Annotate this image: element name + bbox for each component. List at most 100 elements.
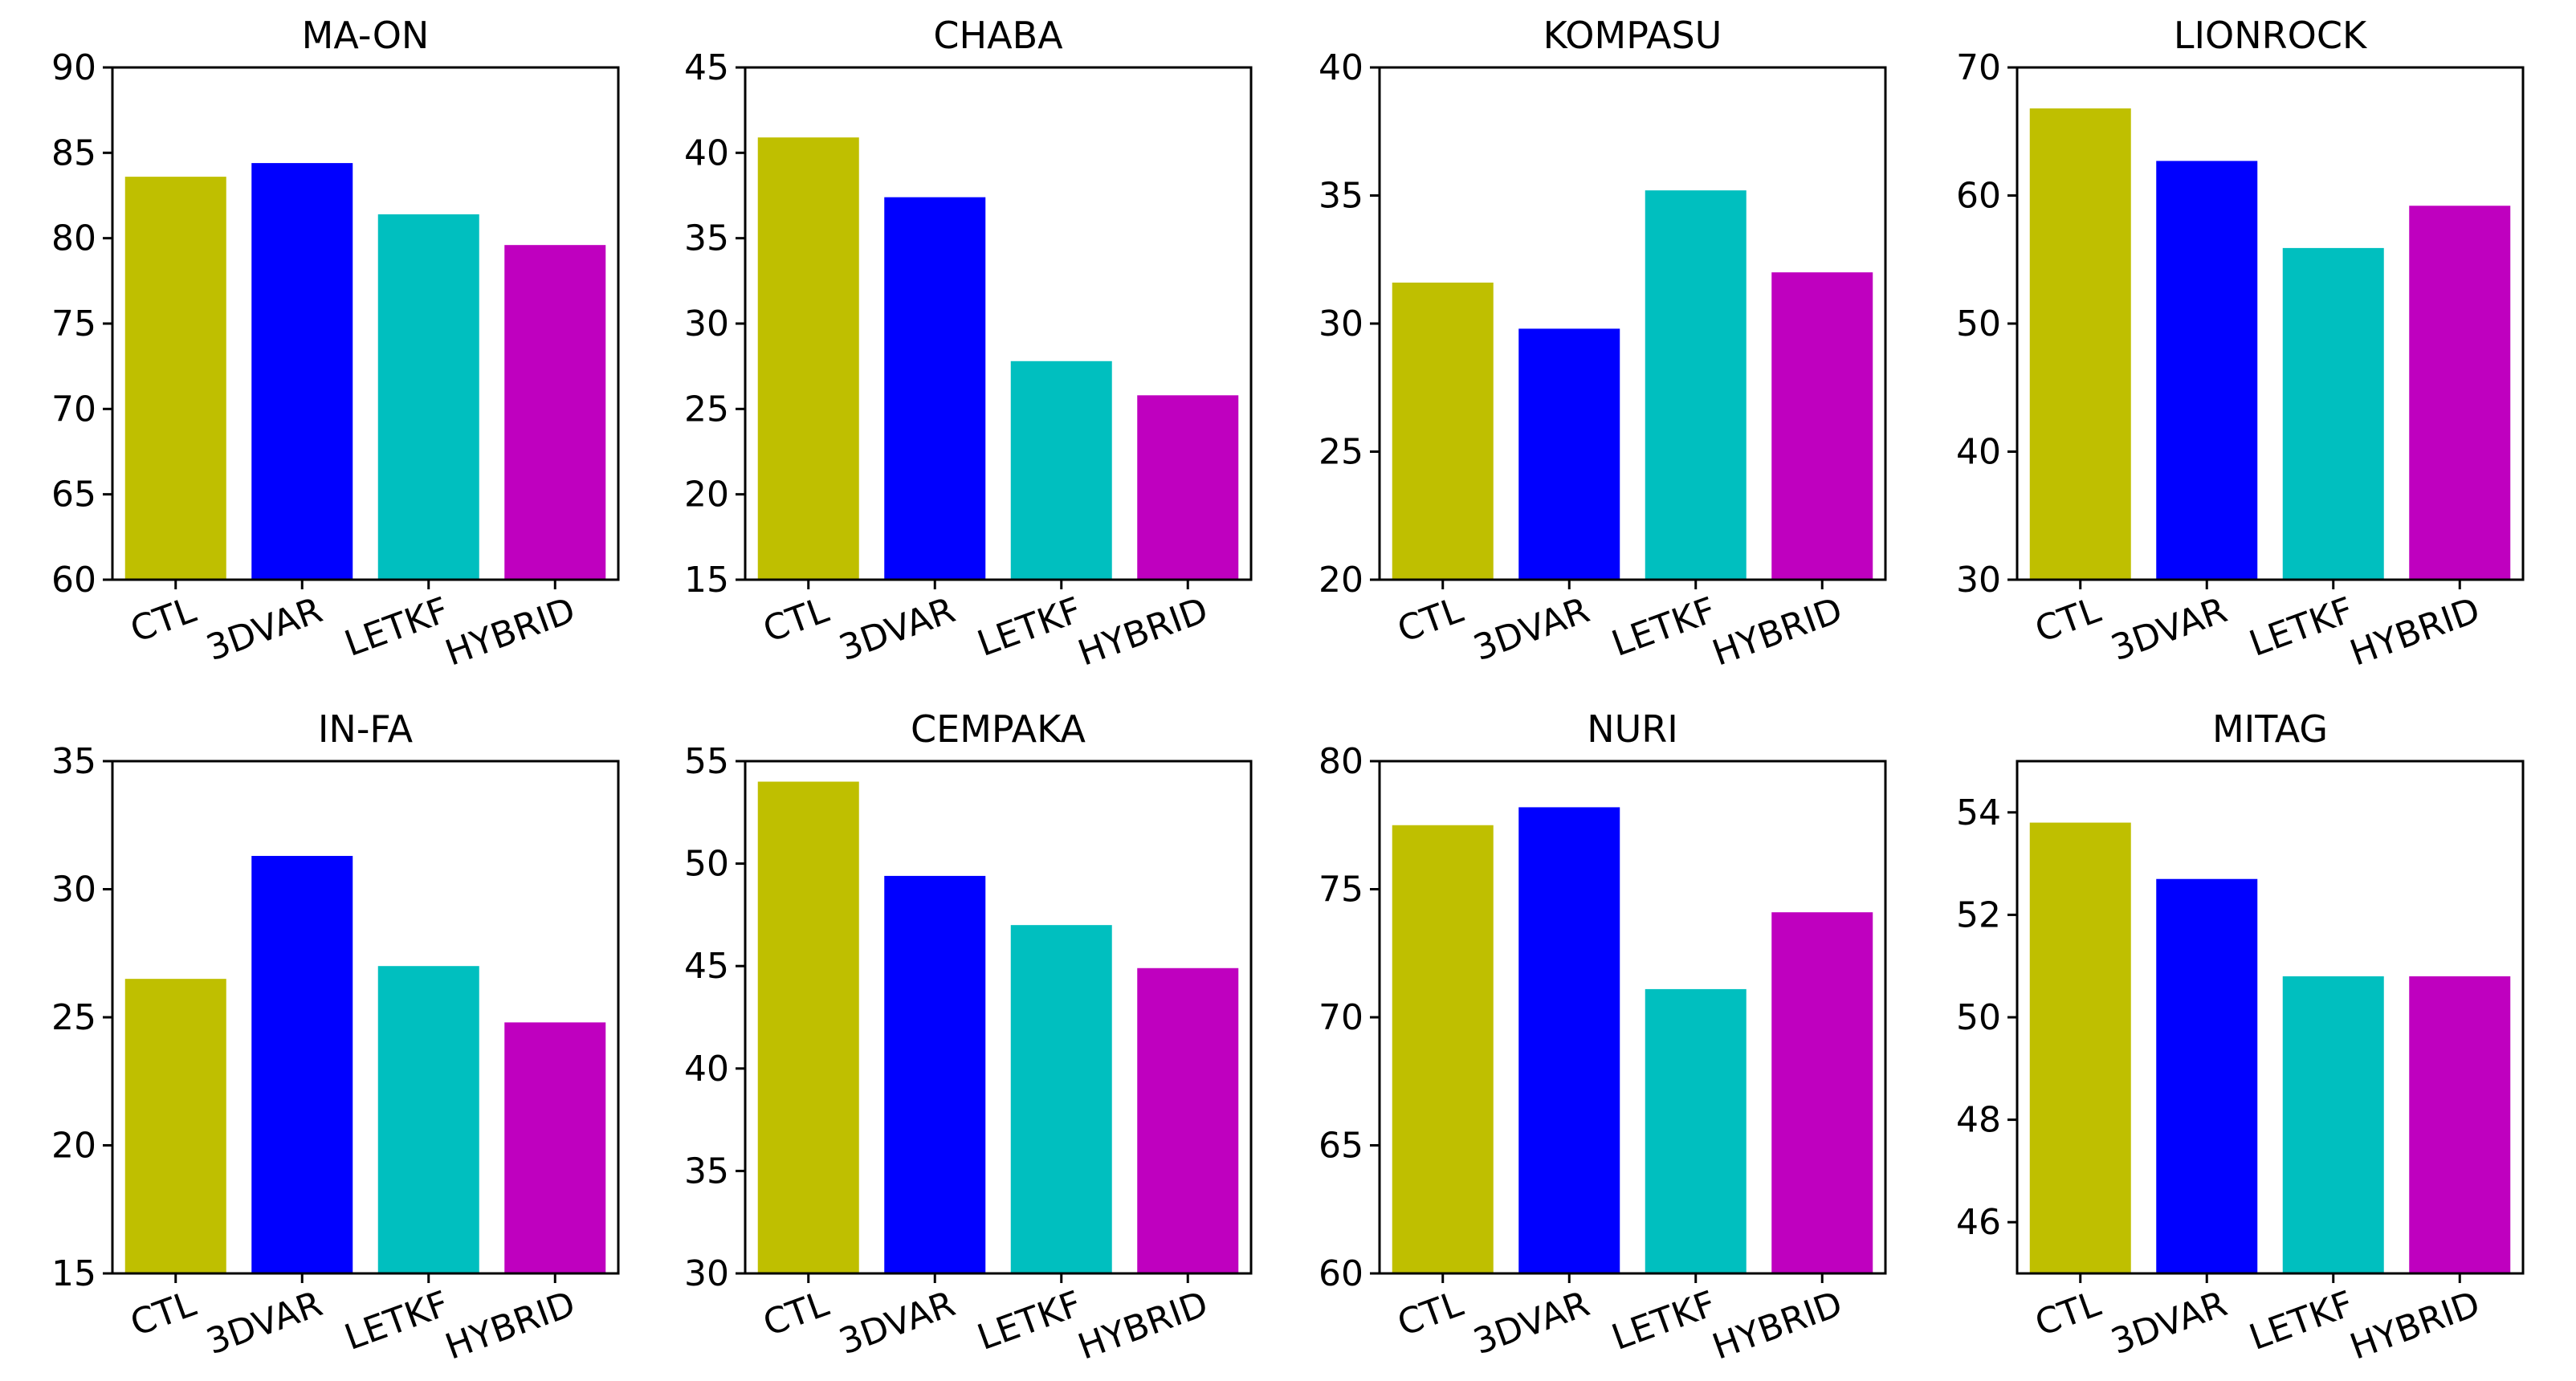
y-tick-label: 35	[684, 218, 729, 259]
y-tick-label: 30	[684, 1253, 729, 1294]
x-tick-label-ctl: CTL	[1392, 1283, 1469, 1344]
y-tick-label: 50	[684, 844, 729, 885]
x-tick-label-ctl: CTL	[758, 1283, 834, 1344]
y-tick-label: 30	[1956, 560, 2001, 601]
bar-letkf	[1010, 925, 1112, 1273]
bar-hybrid	[1771, 272, 1873, 580]
chart-title: CHABA	[933, 14, 1063, 57]
y-tick-label: 65	[1319, 1126, 1363, 1167]
x-tick-label-letkf: LETKF	[972, 589, 1087, 665]
x-tick-label-3dvar: 3DVAR	[2105, 589, 2232, 669]
y-tick-label: 20	[1319, 560, 1363, 601]
bar-3dvar	[1518, 807, 1620, 1273]
x-tick-label-hybrid: HYBRID	[1073, 589, 1213, 674]
chart-title: MA-ON	[302, 14, 430, 57]
y-tick-label: 25	[1319, 432, 1363, 473]
y-tick-label: 70	[51, 389, 96, 430]
x-tick-label-letkf: LETKF	[1607, 1283, 1722, 1359]
bar-3dvar	[2156, 878, 2258, 1273]
chart-title: IN-FA	[318, 707, 414, 751]
bar-3dvar	[1518, 328, 1620, 580]
y-tick-label: 85	[51, 132, 96, 173]
bar-hybrid	[1137, 395, 1239, 580]
bar-letkf	[377, 966, 479, 1273]
x-tick-label-3dvar: 3DVAR	[201, 1283, 328, 1363]
chart-title: NURI	[1587, 707, 1678, 751]
bar-ctl	[2029, 108, 2131, 581]
bar-hybrid	[504, 1022, 606, 1273]
bar-3dvar	[251, 856, 353, 1273]
y-tick-label: 50	[1956, 303, 2001, 344]
bar-letkf	[2282, 976, 2384, 1273]
chart-title: LIONROCK	[2174, 14, 2368, 57]
y-tick-label: 70	[1956, 47, 2001, 88]
x-tick-label-ctl: CTL	[2030, 589, 2106, 650]
y-tick-label: 25	[684, 389, 729, 430]
y-tick-label: 60	[1319, 1253, 1363, 1294]
x-tick-label-ctl: CTL	[1392, 589, 1469, 650]
x-tick-label-3dvar: 3DVAR	[1468, 1283, 1595, 1363]
bar-ctl	[1392, 282, 1494, 580]
x-tick-label-hybrid: HYBRID	[1073, 1283, 1213, 1367]
bar-ctl	[2029, 822, 2131, 1273]
y-tick-label: 75	[51, 303, 96, 344]
x-tick-label-3dvar: 3DVAR	[834, 1283, 960, 1363]
x-tick-label-hybrid: HYBRID	[1707, 589, 1848, 674]
bar-3dvar	[2156, 161, 2258, 580]
x-tick-label-letkf: LETKF	[2244, 1283, 2359, 1359]
y-tick-label: 54	[1956, 792, 2001, 833]
y-tick-label: 55	[684, 741, 729, 782]
bar-ctl	[1392, 825, 1494, 1273]
bar-letkf	[1645, 190, 1747, 580]
x-tick-label-ctl: CTL	[125, 589, 202, 650]
bar-hybrid	[2409, 976, 2511, 1273]
x-tick-label-hybrid: HYBRID	[2345, 1283, 2485, 1367]
y-tick-label: 35	[684, 1151, 729, 1192]
y-tick-label: 45	[684, 946, 729, 987]
y-tick-label: 50	[1956, 997, 2001, 1038]
x-tick-label-letkf: LETKF	[972, 1283, 1087, 1359]
bar-ctl	[757, 137, 859, 580]
bar-3dvar	[884, 197, 986, 581]
bar-letkf	[1645, 988, 1747, 1273]
y-tick-label: 60	[1956, 176, 2001, 217]
bar-3dvar	[884, 875, 986, 1273]
x-tick-label-3dvar: 3DVAR	[2105, 1283, 2232, 1363]
y-tick-label: 75	[1319, 870, 1363, 910]
y-tick-label: 30	[684, 303, 729, 344]
x-tick-label-ctl: CTL	[758, 589, 834, 650]
bar-letkf	[2282, 247, 2384, 580]
y-tick-label: 20	[684, 475, 729, 515]
x-tick-label-hybrid: HYBRID	[440, 1283, 581, 1367]
y-tick-label: 30	[51, 870, 96, 910]
x-tick-label-ctl: CTL	[125, 1283, 202, 1344]
y-tick-label: 80	[51, 218, 96, 259]
y-tick-label: 70	[1319, 997, 1363, 1038]
y-tick-label: 40	[1956, 432, 2001, 473]
x-tick-label-ctl: CTL	[2030, 1283, 2106, 1344]
y-tick-label: 35	[1319, 176, 1363, 217]
chart-title: CEMPAKA	[911, 707, 1086, 751]
x-tick-label-hybrid: HYBRID	[2345, 589, 2485, 674]
y-tick-label: 15	[51, 1253, 96, 1294]
x-tick-label-3dvar: 3DVAR	[201, 589, 328, 669]
y-tick-label: 40	[684, 132, 729, 173]
y-tick-label: 65	[51, 475, 96, 515]
x-tick-label-letkf: LETKF	[1607, 589, 1722, 665]
y-tick-label: 60	[51, 560, 96, 601]
y-tick-label: 20	[51, 1126, 96, 1167]
y-tick-label: 90	[51, 47, 96, 88]
y-tick-label: 80	[1319, 741, 1363, 782]
y-tick-label: 25	[51, 997, 96, 1038]
bar-3dvar	[251, 163, 353, 581]
y-tick-label: 35	[51, 741, 96, 782]
bar-letkf	[377, 214, 479, 580]
